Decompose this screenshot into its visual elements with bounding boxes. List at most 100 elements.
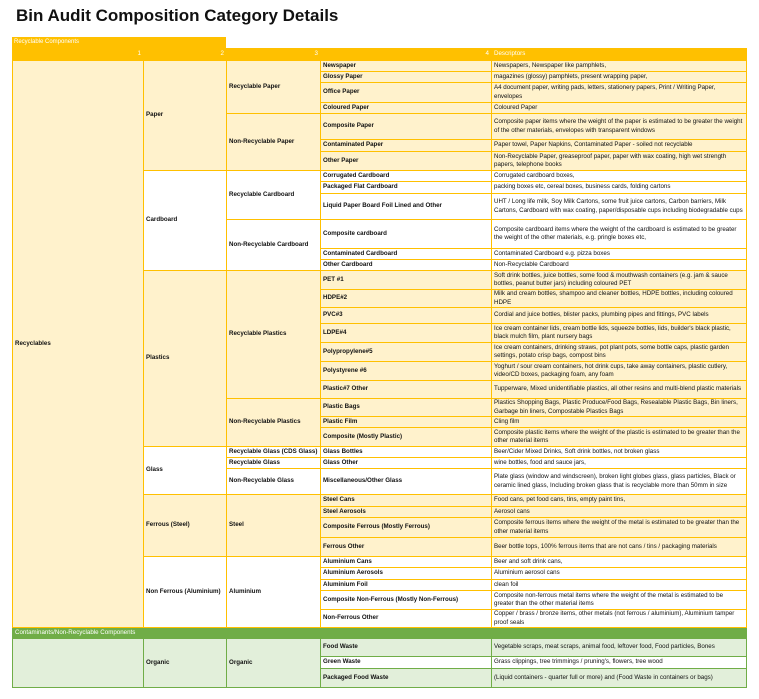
item-description-cell: Aerosol cans — [491, 506, 747, 518]
level1-cell: Recyclables — [12, 60, 144, 628]
level3-cell: Steel — [226, 494, 321, 557]
column-header-3: 3 — [226, 48, 321, 61]
item-name-cell: Glossy Paper — [320, 71, 492, 83]
table-row: Ferrous Other Beer bottle tops, 100% ferr… — [13, 537, 747, 557]
table-row: Steel Aerosols Aerosol cans — [13, 506, 747, 518]
item-name-cell: Packaged Food Waste — [320, 668, 492, 688]
table-row: Office Paper A4 document paper, writing p… — [13, 82, 747, 103]
item-description-cell: UHT / Long life milk, Soy Milk Cartons, … — [491, 193, 747, 220]
item-name-cell: Packaged Flat Cardboard — [320, 181, 492, 194]
item-name-cell: Contaminated Cardboard — [320, 248, 492, 260]
item-description-cell: Corrugated cardboard boxes, — [491, 170, 747, 182]
item-description-cell: Yoghurt / sour cream containers, hot dri… — [491, 361, 747, 381]
item-name-cell: Steel Cans — [320, 494, 492, 507]
table-row: Packaged Flat Cardboard packing boxes etc… — [13, 181, 747, 194]
table-row: Cardboard Recyclable Cardboard Corrugated … — [13, 170, 747, 271]
column-header-row: 1 2 3 4 Descriptors — [12, 48, 747, 61]
item-name-cell: LDPE#4 — [320, 323, 492, 343]
item-name-cell: Plastic Bags — [320, 398, 492, 417]
table-row: Plastic Film Cling film — [13, 416, 747, 428]
level3-cell: Recyclable Paper — [226, 60, 321, 114]
item-description-cell: packing boxes etc, cereal boxes, busines… — [491, 181, 747, 194]
item-description-cell: Food cans, pet food cans, tins, empty pa… — [491, 494, 747, 507]
table-row: Polystyrene #6 Yoghurt / sour cream conta… — [13, 361, 747, 381]
table-row: Contaminated Paper Paper towel, Paper Nap… — [13, 139, 747, 152]
item-description-cell: Milk and cream bottles, shampoo and clea… — [491, 289, 747, 308]
level2-cell: Organic — [143, 638, 227, 688]
table-row: Coloured Paper Coloured Paper — [13, 102, 747, 114]
item-name-cell: Glass Other — [320, 457, 492, 469]
level2-cell: Ferrous (Steel) — [143, 494, 227, 557]
item-name-cell: Office Paper — [320, 82, 492, 103]
level2-cell: Paper — [143, 60, 227, 171]
item-name-cell: Food Waste — [320, 638, 492, 657]
item-name-cell: Steel Aerosols — [320, 506, 492, 518]
item-name-cell: Composite (Mostly Plastic) — [320, 427, 492, 447]
item-description-cell: Cling film — [491, 416, 747, 428]
composition-table: 1 2 3 4 Descriptors Recyclables Paper Recy… — [12, 48, 747, 688]
table-row: Non-Recyclable Paper Composite Paper Compo… — [13, 113, 747, 171]
item-description-cell: Grass clippings, tree trimmings / prunin… — [491, 656, 747, 669]
item-name-cell: Polypropylene#5 — [320, 342, 492, 362]
contaminant-section-label: Contaminants/Non-Recyclable Components — [12, 627, 747, 639]
level2-cell: Cardboard — [143, 170, 227, 271]
contaminant-section-header: Contaminants/Non-Recyclable Components — [12, 627, 747, 639]
item-description-cell: Composite non-ferrous metal items where … — [491, 590, 747, 610]
level2-cell: Plastics — [143, 270, 227, 447]
item-description-cell: Plastics Shopping Bags, Plastic Produce/… — [491, 398, 747, 417]
item-name-cell: Corrugated Cardboard — [320, 170, 492, 182]
table-row: PVC#3 Cordial and juice bottles, blister … — [13, 307, 747, 324]
table-row: Ferrous (Steel) Steel Steel Cans Food cans,… — [13, 494, 747, 557]
column-header-2: 2 — [143, 48, 227, 61]
item-name-cell: Plastic#7 Other — [320, 380, 492, 399]
table-row: Non Ferrous (Aluminium) Aluminium Aluminiu… — [13, 556, 747, 628]
column-header-descriptors: Descriptors — [491, 48, 747, 61]
level3-cell: Organic — [226, 638, 321, 688]
page-title: Bin Audit Composition Category Details — [16, 6, 339, 25]
table-row: HDPE#2 Milk and cream bottles, shampoo an… — [13, 289, 747, 308]
table-row: Contaminated Cardboard Contaminated Cardb… — [13, 248, 747, 260]
item-name-cell: Miscellaneous/Other Glass — [320, 468, 492, 495]
item-name-cell: Contaminated Paper — [320, 139, 492, 152]
level3-cell: Recyclable Plastics — [226, 270, 321, 399]
item-description-cell: Soft drink bottles, juice bottles, some … — [491, 270, 747, 290]
item-name-cell: PVC#3 — [320, 307, 492, 324]
item-description-cell: Ice cream container lids, cream bottle l… — [491, 323, 747, 343]
item-description-cell: Cordial and juice bottles, blister packs… — [491, 307, 747, 324]
item-description-cell: Non-Recyclable Cardboard — [491, 259, 747, 271]
table-row: Other Paper Non-Recyclable Paper, greasep… — [13, 151, 747, 171]
table-row: Composite Non-Ferrous (Mostly Non-Ferrou… — [13, 590, 747, 610]
table-row: Recyclables Paper Recyclable Paper Newspape… — [12, 60, 747, 628]
item-name-cell: Other Cardboard — [320, 259, 492, 271]
table-row: Plastic#7 Other Tupperware, Mixed unident… — [13, 380, 747, 399]
item-description-cell: Composite plastic items where the weight… — [491, 427, 747, 447]
item-name-cell: Glass Bottles — [320, 446, 492, 458]
item-description-cell: Beer and soft drink cans, — [491, 556, 747, 568]
item-name-cell: Non-Ferrous Other — [320, 609, 492, 628]
item-description-cell: Ice cream containers, drinking straws, p… — [491, 342, 747, 362]
item-description-cell: Composite paper items where the weight o… — [491, 113, 747, 140]
column-header-1: 1 — [12, 48, 144, 61]
level3-cell: Non-Recyclable Paper — [226, 113, 321, 171]
item-description-cell: Newspapers, Newspaper like pamphlets, — [491, 60, 747, 72]
item-description-cell: Plate glass (window and windscreen), bro… — [491, 468, 747, 495]
item-description-cell: Composite ferrous items where the weight… — [491, 517, 747, 538]
table-row: Glossy Paper magazines (glossy) pamphlets… — [13, 71, 747, 83]
item-description-cell: A4 document paper, writing pads, letters… — [491, 82, 747, 103]
table-row: Non-Recyclable Cardboard Composite cardbo… — [13, 219, 747, 271]
item-description-cell: Contaminated Cardboard e.g. pizza boxes — [491, 248, 747, 260]
column-header-4: 4 — [320, 48, 492, 61]
table-row: Aluminium Foil clean foil — [13, 579, 747, 591]
table-row: Composite Ferrous (Mostly Ferrous) Compos… — [13, 517, 747, 538]
item-description-cell: Beer/Cider Mixed Drinks, Soft drink bott… — [491, 446, 747, 458]
item-description-cell: Non-Recyclable Paper, greaseproof paper,… — [491, 151, 747, 171]
item-description-cell: Aluminium aerosol cans — [491, 567, 747, 580]
level3-cell: Recyclable Glass — [226, 457, 321, 469]
recyclable-section-label: Recyclable Components — [12, 37, 226, 48]
level3-cell: Non-Recyclable Cardboard — [226, 219, 321, 271]
table-row: LDPE#4 Ice cream container lids, cream bo… — [13, 323, 747, 343]
item-name-cell: Liquid Paper Board Foil Lined and Other — [320, 193, 492, 220]
item-name-cell: Plastic Film — [320, 416, 492, 428]
level3-cell: Recyclable Glass (CDS Glass) — [226, 446, 321, 458]
table-row: Liquid Paper Board Foil Lined and Other U… — [13, 193, 747, 220]
